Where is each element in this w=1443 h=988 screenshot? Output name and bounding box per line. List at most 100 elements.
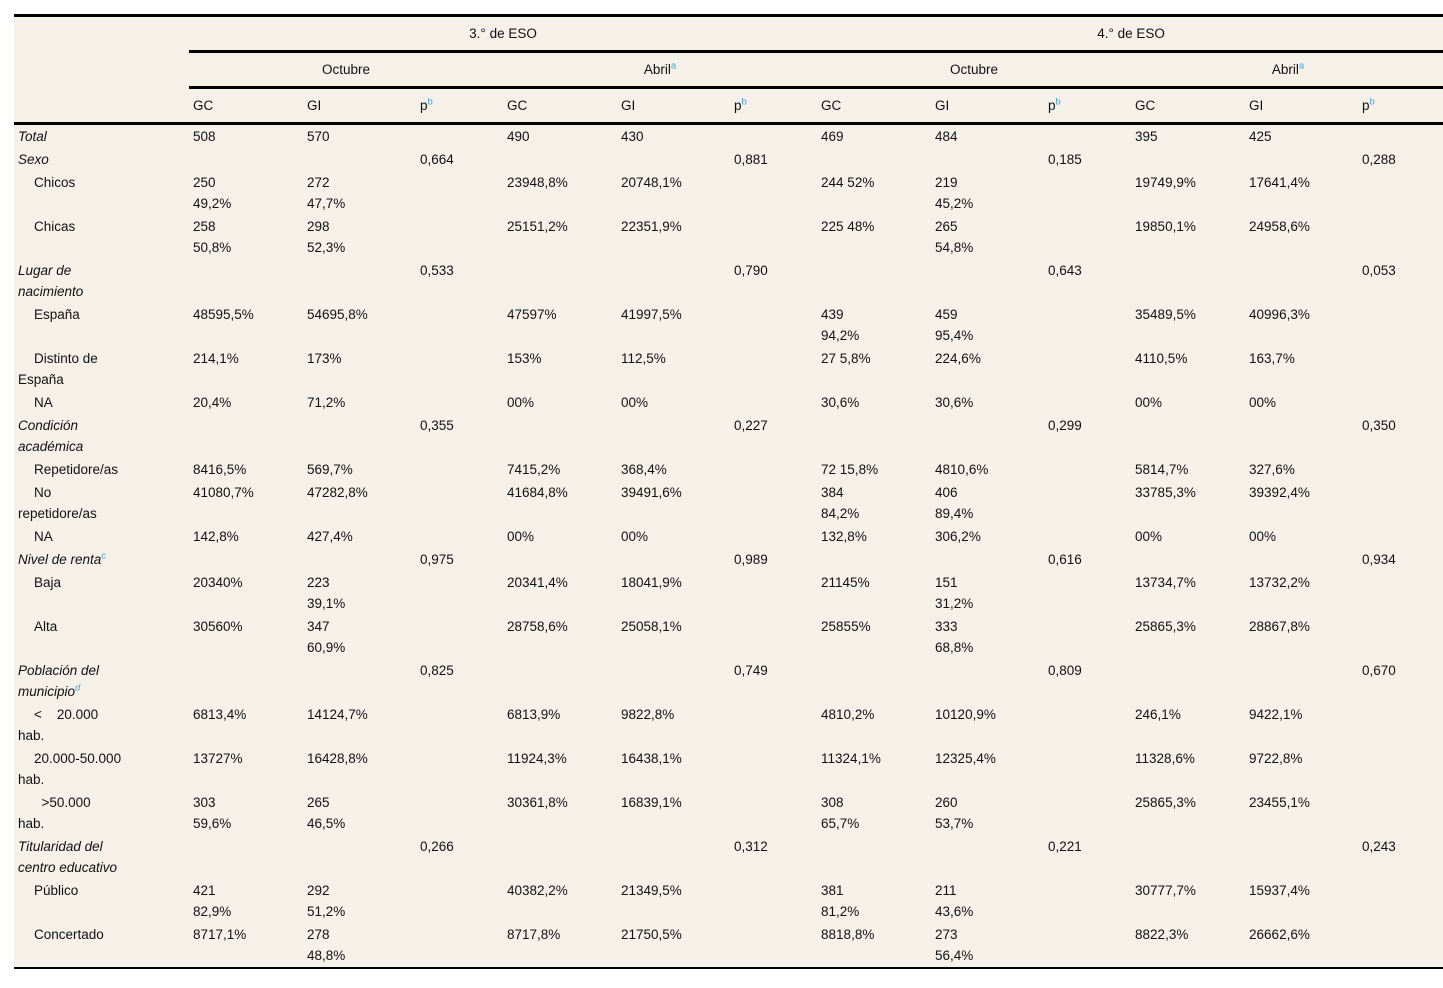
table-cell [931, 659, 1044, 703]
table-cell: 0,749 [734, 663, 768, 678]
table-cell: 15937,4% [1249, 883, 1310, 898]
table-cell [416, 791, 503, 835]
table-cell: 21750,5% [621, 927, 682, 942]
table-cell [730, 458, 817, 481]
table-cell: 21145% [821, 575, 870, 590]
table-cell: 71,2% [307, 395, 346, 410]
table-cell [617, 548, 730, 571]
table-cell: 25865,3% [1135, 619, 1196, 634]
table-cell [730, 391, 817, 414]
table-cell [730, 347, 817, 391]
period-label: Abril [1271, 62, 1299, 77]
period-header-abril-4: Abrila [1131, 51, 1443, 89]
table-cell: 21349,5% [621, 883, 682, 898]
table-cell: 0,288 [1362, 152, 1396, 167]
row-label: Chicas [34, 219, 76, 234]
table-row: Alta 30560% 347 60,9% 28758,6% 25058,1% 25855… [14, 615, 1443, 659]
table-cell: 0,643 [1048, 263, 1082, 278]
table-cell: 333 68,8% [935, 619, 974, 655]
row-label: NA [34, 395, 53, 410]
row-label: Sexo [18, 152, 49, 167]
table-cell [730, 615, 817, 659]
table-cell: 11324,1% [821, 751, 881, 766]
table-cell [1044, 303, 1131, 347]
table-cell: 30777,7% [1135, 883, 1196, 898]
table-cell: 421 82,9% [193, 883, 232, 919]
table-cell [1044, 703, 1131, 747]
row-label: Chicos [34, 175, 76, 190]
column-header-gi: GI [931, 87, 1045, 125]
table-cell: 0,975 [420, 552, 454, 567]
table-cell: 490 [507, 129, 530, 144]
table-cell [416, 615, 503, 659]
footnote-mark: a [1298, 60, 1305, 72]
table-cell [617, 414, 730, 458]
table-cell [817, 659, 931, 703]
row-label: Condición académica [18, 418, 84, 454]
table-cell: 48595,5% [193, 307, 254, 322]
table-cell [303, 835, 416, 879]
table-cell: 00% [1249, 395, 1277, 410]
table-cell: 23948,8% [507, 175, 568, 190]
table-cell [189, 414, 303, 458]
table-cell [1044, 615, 1131, 659]
table-cell: 33785,3% [1135, 485, 1196, 500]
table-cell: 0,809 [1048, 663, 1082, 678]
table-cell: 0,664 [420, 152, 454, 167]
table-cell: 8416,5% [193, 462, 247, 477]
table-cell: 16839,1% [621, 795, 682, 810]
table-cell [503, 659, 617, 703]
table-cell: 8818,8% [821, 927, 875, 942]
table-cell: 469 [821, 129, 844, 144]
table-cell [931, 548, 1044, 571]
table-cell: 11924,3% [507, 751, 567, 766]
table-cell [617, 835, 730, 879]
table-cell [1245, 835, 1358, 879]
table-cell [416, 391, 503, 414]
table-cell: 13727% [193, 751, 243, 766]
column-header-p: pb [730, 87, 818, 125]
table-cell: 244 52% [821, 175, 875, 190]
table-cell [1358, 303, 1443, 347]
table-cell [1358, 391, 1443, 414]
table-cell [1044, 747, 1131, 791]
table-cell [1044, 525, 1131, 548]
table-cell [730, 923, 817, 968]
table-row: Total 508 570 490 430 469 484 395 425 [14, 124, 1443, 149]
table-cell [416, 215, 503, 259]
table-cell: 0,053 [1362, 263, 1396, 278]
table-cell: 39491,6% [621, 485, 682, 500]
table-cell: 18041,9% [621, 575, 682, 590]
table-cell: 6813,9% [507, 707, 561, 722]
table-cell [1131, 659, 1245, 703]
table-cell [503, 548, 617, 571]
table-cell: 00% [1135, 395, 1163, 410]
table-cell: 273 56,4% [935, 927, 974, 963]
table-cell [730, 703, 817, 747]
column-header-p: pb [1358, 87, 1443, 125]
table-cell: 112,5% [621, 351, 666, 366]
table-cell: 265 46,5% [307, 795, 346, 831]
table-cell: 292 51,2% [307, 883, 346, 919]
table-cell: 265 54,8% [935, 219, 974, 255]
table-cell [1358, 171, 1443, 215]
table-cell: 20340% [193, 575, 243, 590]
table-cell: 0,881 [734, 152, 768, 167]
column-header-gc: GC [189, 87, 303, 125]
table-cell: 24958,6% [1249, 219, 1310, 234]
period-label: Octubre [321, 62, 371, 77]
table-cell [189, 148, 303, 171]
table-cell [730, 791, 817, 835]
table-cell [1245, 259, 1358, 303]
table-cell: 20341,4% [507, 575, 568, 590]
table-row: Concertado 8717,1% 278 48,8% 8717,8% 21750,5… [14, 923, 1443, 968]
row-label: Población del municipiod [18, 663, 100, 699]
column-header-gi: GI [617, 87, 730, 125]
table-cell: 47597% [507, 307, 557, 322]
row-label: NA [34, 529, 53, 544]
table-cell: 142,8% [193, 529, 239, 544]
table-cell [416, 481, 503, 525]
table-cell: 25151,2% [507, 219, 568, 234]
table-row: España 48595,5% 54695,8% 47597% 41997,5% 439 … [14, 303, 1443, 347]
table-cell [1358, 525, 1443, 548]
